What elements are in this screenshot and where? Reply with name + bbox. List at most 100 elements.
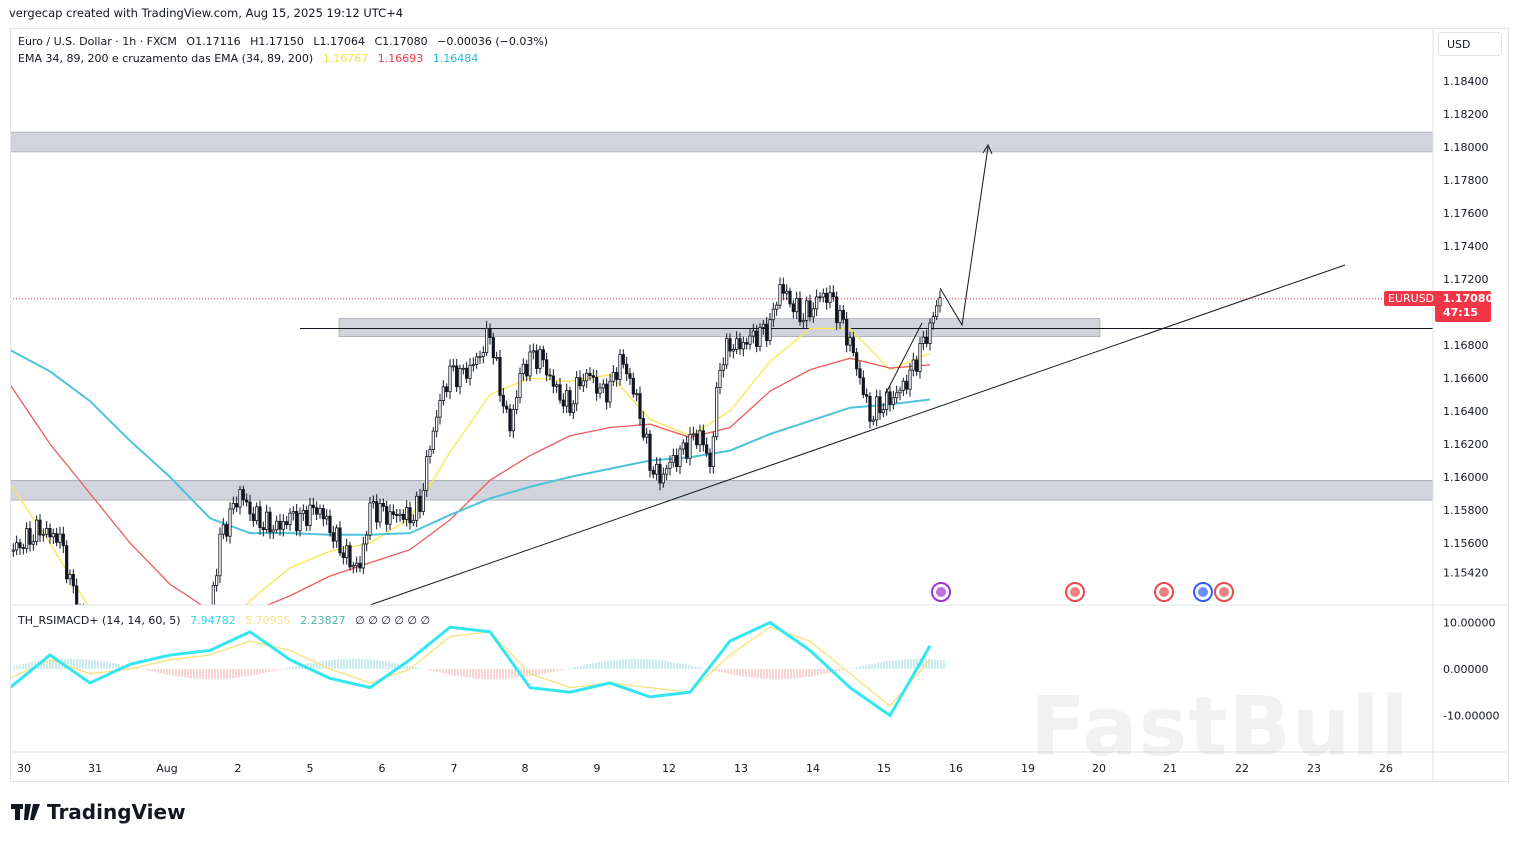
candle-body — [475, 356, 479, 365]
candle-body — [258, 506, 262, 528]
candle-body — [468, 364, 472, 379]
candle-body — [491, 337, 495, 359]
candle-body — [921, 336, 925, 344]
candle-body — [408, 507, 412, 524]
candle-body — [821, 292, 825, 298]
candle-body — [89, 636, 91, 641]
candle-body — [268, 511, 272, 533]
candle-body — [218, 533, 222, 577]
ema-legend: EMA 34, 89, 200 e cruzamento das EMA (34… — [18, 52, 484, 65]
support-resistance-zone — [11, 479, 1433, 501]
candle-body — [545, 359, 549, 376]
candle-body — [645, 433, 649, 438]
candle-body — [511, 409, 515, 432]
ema34-value: 1.16767 — [322, 52, 369, 65]
candle-body — [321, 508, 325, 520]
candle-body — [865, 394, 869, 397]
candle-body — [861, 377, 865, 396]
candle-body — [825, 292, 829, 303]
candle-body — [311, 504, 315, 509]
price-tick-label: 1.18000 — [1443, 141, 1489, 154]
price-tick-label: 1.16600 — [1443, 372, 1489, 385]
candle-body — [741, 342, 745, 350]
candle-body — [48, 527, 52, 538]
candle-body — [172, 660, 174, 662]
candle-body — [285, 521, 289, 526]
candle-body — [55, 533, 59, 543]
candle-body — [295, 510, 299, 532]
symbol-label[interactable]: Euro / U.S. Dollar · 1h · FXCM — [18, 35, 177, 48]
candle-body — [71, 574, 75, 587]
candle-body — [881, 409, 885, 414]
osc-tick-label: 10.00000 — [1443, 617, 1496, 630]
candle-body — [811, 308, 815, 318]
close-value: C1.17080 — [374, 35, 428, 48]
candle-body — [538, 349, 542, 369]
candle-body — [125, 652, 127, 659]
candle-body — [142, 651, 144, 652]
candle-body — [801, 320, 805, 323]
osc-empty-values: ∅ ∅ ∅ ∅ ∅ ∅ — [355, 614, 431, 627]
oscillator-line — [11, 620, 932, 718]
price-tick-label: 1.17200 — [1443, 273, 1489, 286]
candle-body — [508, 408, 512, 432]
candle-body — [368, 502, 372, 536]
candle-body — [31, 541, 35, 545]
ema200-value: 1.16484 — [432, 52, 479, 65]
fastbull-watermark: FastBull — [1030, 680, 1410, 775]
time-tick-label: 21 — [1163, 762, 1177, 775]
candle-body — [855, 352, 859, 370]
candle-body — [61, 533, 65, 547]
price-tick-label: 1.16200 — [1443, 438, 1489, 451]
candle-body — [441, 386, 445, 401]
candle-body — [718, 369, 722, 388]
currency-selector[interactable]: USD — [1438, 32, 1502, 56]
candle-body — [228, 508, 232, 537]
main-legend: Euro / U.S. Dollar · 1h · FXCM O1.17116 … — [18, 35, 554, 48]
candle-body — [21, 547, 25, 549]
candle-body — [931, 316, 935, 324]
candle-body — [735, 338, 739, 350]
candle-body — [895, 392, 899, 399]
credit-text: vergecap created with TradingView.com, A… — [9, 6, 404, 20]
candle-body — [535, 350, 539, 369]
time-tick-label: 14 — [806, 762, 820, 775]
candle-body — [485, 327, 489, 353]
price-tick-label: 1.15420 — [1443, 567, 1489, 580]
candle-body — [688, 433, 692, 459]
candle-body — [711, 436, 715, 468]
ema-title[interactable]: EMA 34, 89, 200 e cruzamento das EMA (34… — [18, 52, 314, 65]
event-flag-icon — [936, 587, 946, 597]
candle-body — [331, 532, 335, 542]
candle-body — [235, 503, 239, 508]
candle-body — [58, 533, 62, 543]
candle-body — [92, 641, 94, 651]
candle-body — [361, 543, 365, 569]
candle-body — [365, 534, 369, 545]
candle-body — [38, 519, 42, 536]
price-tick-label: 1.17600 — [1443, 207, 1489, 220]
price-tick-label: 1.15800 — [1443, 504, 1489, 517]
candle-body — [705, 444, 709, 454]
osc-title[interactable]: TH_RSIMACD+ (14, 14, 60, 5) — [18, 614, 181, 627]
osc-value-3: 2.23827 — [300, 614, 346, 627]
candle-body — [565, 390, 569, 407]
time-tick-label: 19 — [1021, 762, 1035, 775]
candle-body — [905, 380, 909, 390]
bar-countdown: 47:15 — [1443, 306, 1479, 319]
candle-body — [325, 515, 329, 520]
candle-body — [541, 349, 545, 361]
time-tick-label: 30 — [17, 762, 31, 775]
open-value: O1.17116 — [186, 35, 241, 48]
candle-body — [651, 469, 655, 475]
candle-body — [411, 519, 415, 524]
tradingview-logo[interactable]: TradingView — [11, 800, 186, 824]
time-tick-label: 15 — [877, 762, 891, 775]
price-tick-label: 1.16800 — [1443, 339, 1489, 352]
candle-body — [748, 335, 752, 345]
time-tick-label: 26 — [1379, 762, 1393, 775]
candle-body — [558, 384, 562, 401]
candle-body — [388, 511, 392, 525]
time-tick-label: Aug — [156, 762, 177, 775]
